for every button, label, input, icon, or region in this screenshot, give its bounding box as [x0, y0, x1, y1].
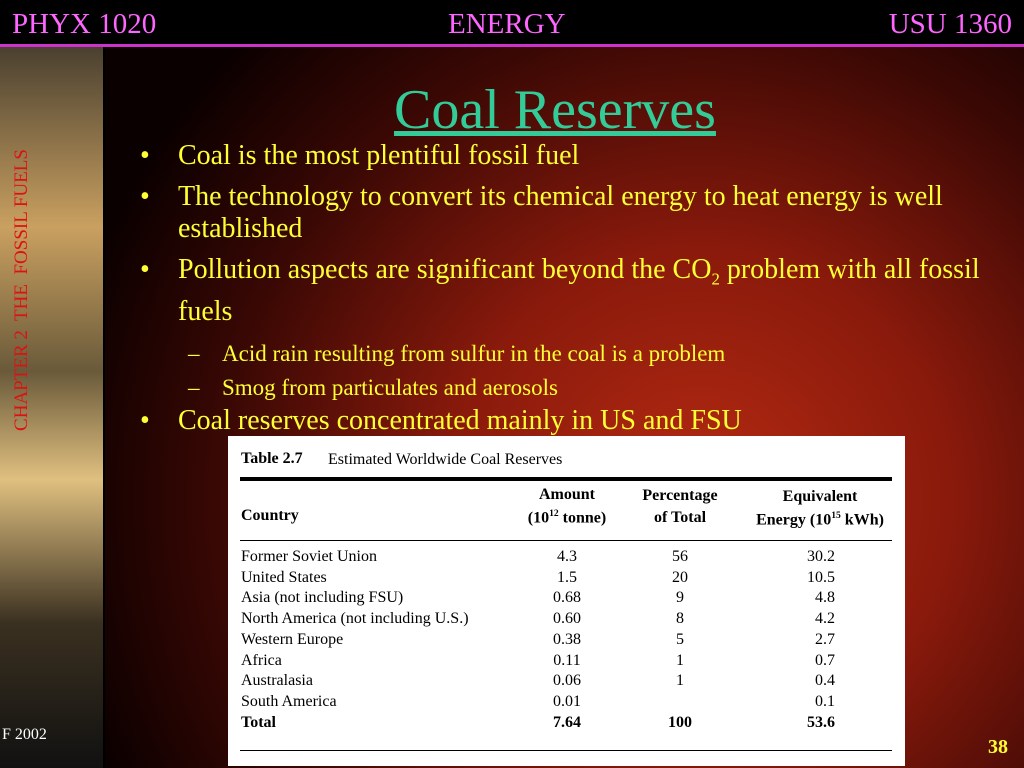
cell: Former Soviet Union: [241, 548, 377, 565]
header-text: (10: [527, 509, 550, 527]
title: Coal Reserves: [394, 79, 716, 141]
cell: 0.38: [553, 630, 581, 648]
cell: 30.2: [807, 548, 835, 565]
cell: 4.2: [815, 610, 835, 628]
cell: 0.7: [815, 651, 835, 669]
cell: 0.06: [553, 672, 581, 690]
cell: 1.5: [557, 568, 577, 586]
sub-bullet: Smog from particulates and aerosols: [140, 371, 980, 405]
cell: 1: [676, 651, 684, 669]
cell: 2.7: [815, 630, 835, 648]
rule: [240, 750, 892, 751]
header-left: PHYX 1020: [12, 8, 157, 40]
bullet-text: Pollution aspects are significant beyond…: [178, 254, 712, 285]
header-text: Energy (10: [756, 511, 832, 529]
bullet-list: Coal is the most plentiful fossil fuel Th…: [140, 140, 980, 446]
cell: 53.6: [807, 713, 835, 731]
cell: South America: [241, 692, 337, 710]
cell: 0.68: [553, 589, 581, 607]
sub-bullet: Acid rain resulting from sulfur in the c…: [140, 337, 980, 371]
header-text: 15: [831, 510, 841, 521]
cell: Total: [241, 713, 276, 731]
table: Table 2.7 Estimated Worldwide Coal Reserv…: [228, 436, 905, 766]
cell: Asia (not including FSU): [241, 589, 404, 607]
header-text: kWh): [840, 511, 884, 529]
header-energy: Equivalent: [782, 488, 858, 505]
cell: 0.1: [815, 692, 835, 710]
table-caption: Estimated Worldwide Coal Reserves: [328, 451, 563, 468]
cell: 8: [676, 610, 684, 628]
cell: 4.8: [815, 589, 835, 607]
header-country: Country: [241, 507, 299, 524]
cell: 100: [668, 713, 692, 731]
cell: 56: [672, 548, 688, 565]
cell: 7.64: [553, 713, 581, 731]
bullet-text: 2: [711, 269, 720, 289]
cell: 4.3: [557, 548, 577, 565]
table-label: Table 2.7: [241, 450, 303, 467]
bullet-text: The technology to convert its chemical e…: [178, 181, 943, 244]
cell: 10.5: [807, 568, 835, 586]
header-energy: Energy (1015 kWh): [756, 510, 884, 529]
cell: 0.11: [553, 651, 581, 669]
rule: [240, 540, 892, 541]
cell: Africa: [241, 651, 282, 669]
cell: 9: [676, 589, 684, 607]
cell: 0.60: [553, 610, 581, 628]
header-percentage: of Total: [654, 509, 706, 527]
cell: North America (not including U.S.): [241, 610, 469, 628]
cell: Western Europe: [241, 630, 344, 648]
bullet-text: Coal is the most plentiful fossil fuel: [178, 140, 580, 171]
bullet: Coal is the most plentiful fossil fuel: [140, 140, 980, 172]
cell: 20: [672, 568, 688, 586]
bullet-text: problem with all fossil fuels: [178, 254, 980, 327]
cell: United States: [241, 568, 327, 586]
cell: Australasia: [241, 672, 313, 690]
header-text: tonne): [558, 509, 607, 527]
header-amount: (1012 tonne): [528, 508, 606, 527]
sidebar-image: [0, 47, 105, 768]
header-bar: PHYX 1020 ENERGY USU 1360: [0, 0, 1024, 47]
bullet-text: Coal reserves concentrated mainly in US …: [178, 404, 742, 436]
header-right: USU 1360: [888, 8, 1012, 40]
header-amount: Amount: [538, 486, 596, 503]
cell: 0.01: [553, 692, 581, 710]
header-text: of Total: [653, 509, 707, 526]
page-number: 38: [988, 736, 1008, 758]
header-percentage: Percentage: [642, 487, 718, 504]
sidebar-text: CHAPTER 2 THE FOSSIL FUELS: [11, 149, 32, 431]
header-center: ENERGY: [448, 8, 566, 40]
cell: 1: [676, 672, 684, 690]
header-text: 12: [549, 508, 559, 519]
cell: 5: [676, 630, 684, 648]
bullet: Pollution aspects are significant beyond…: [140, 254, 980, 328]
footer-left: F 2002: [2, 726, 47, 743]
bullet: Coal reserves concentrated mainly in US …: [140, 405, 980, 437]
cell: 0.4: [815, 672, 835, 690]
bullet: The technology to convert its chemical e…: [140, 181, 980, 245]
rule: [240, 477, 892, 481]
